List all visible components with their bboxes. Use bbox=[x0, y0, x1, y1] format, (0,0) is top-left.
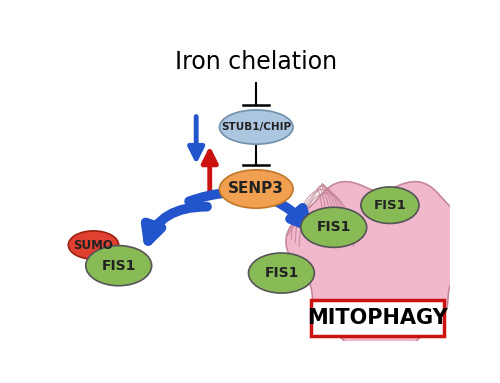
Ellipse shape bbox=[86, 246, 152, 286]
Text: SUMO: SUMO bbox=[74, 239, 114, 252]
Ellipse shape bbox=[220, 170, 293, 208]
Ellipse shape bbox=[361, 187, 419, 224]
FancyBboxPatch shape bbox=[310, 300, 444, 336]
Text: MITOPHAGY: MITOPHAGY bbox=[307, 308, 448, 328]
Ellipse shape bbox=[68, 231, 118, 259]
Polygon shape bbox=[286, 182, 474, 368]
Ellipse shape bbox=[301, 207, 366, 247]
Text: FIS1: FIS1 bbox=[374, 199, 406, 212]
Text: SENP3: SENP3 bbox=[228, 182, 284, 196]
Text: FIS1: FIS1 bbox=[316, 220, 351, 234]
Ellipse shape bbox=[220, 110, 293, 144]
Text: FIS1: FIS1 bbox=[102, 259, 136, 273]
Ellipse shape bbox=[248, 253, 314, 293]
Text: STUB1/CHIP: STUB1/CHIP bbox=[221, 122, 292, 132]
Text: Iron chelation: Iron chelation bbox=[175, 50, 338, 74]
Text: FIS1: FIS1 bbox=[264, 266, 298, 280]
